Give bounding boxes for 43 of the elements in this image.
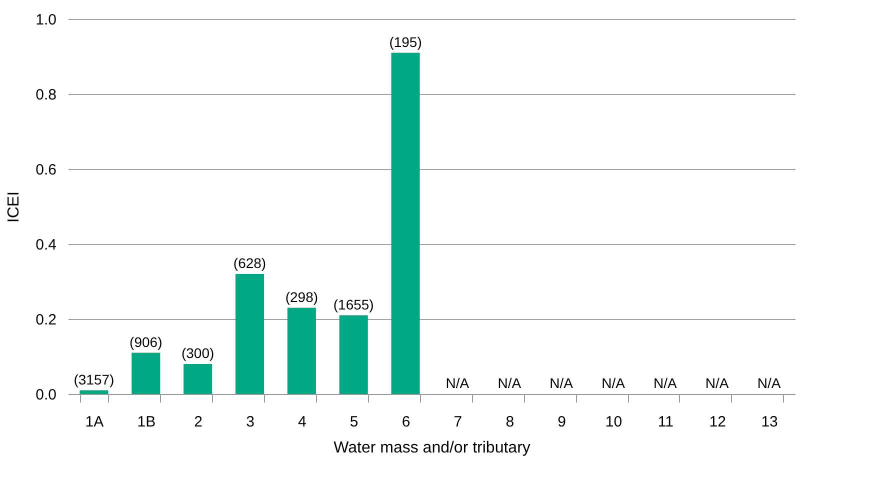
text: N/A	[498, 375, 522, 391]
x-tick-label: 6	[402, 414, 410, 430]
bar	[339, 315, 368, 394]
annotation: (628)	[233, 255, 266, 271]
bar	[80, 390, 108, 394]
text: N/A	[705, 375, 729, 391]
x-tick-label: 1A	[85, 414, 104, 430]
x-tick-label: 1B	[137, 414, 156, 430]
x-tick-label: 10	[605, 414, 622, 430]
y-tick-label: 1.0	[36, 12, 56, 28]
y-tick-label: 0.0	[36, 386, 56, 404]
x-tick-label: 2	[194, 414, 202, 430]
text: N/A	[446, 375, 470, 391]
annotation: (300)	[181, 345, 214, 361]
x-tick-label: 5	[350, 414, 358, 430]
annotation: (906)	[130, 334, 162, 350]
bar	[235, 274, 264, 394]
bar	[287, 308, 316, 394]
x-tick-label: 4	[298, 414, 306, 430]
text: N/A	[757, 375, 781, 391]
x-tick-label: 12	[709, 414, 726, 430]
x-tick-label: 3	[246, 414, 254, 430]
bar	[391, 52, 420, 394]
annotation: (195)	[389, 34, 422, 50]
text: N/A	[602, 375, 625, 391]
y-tick-label: 0.6	[36, 162, 56, 178]
y-tick-label: 0.4	[36, 236, 56, 254]
x-tick-label: 8	[506, 414, 514, 430]
x-tick-label: 7	[454, 414, 462, 430]
bar	[132, 352, 160, 394]
x-tick-label: 11	[658, 414, 674, 430]
text: N/A	[654, 375, 677, 391]
annotation: (3157)	[74, 371, 114, 388]
x-tick-label: 9	[558, 414, 566, 430]
annotation: (298)	[285, 288, 318, 305]
x-tick-label: 13	[761, 414, 778, 430]
x-axis-title: Water mass and/or tributary	[334, 440, 530, 456]
y-tick-label: 0.8	[36, 86, 56, 104]
bar	[184, 364, 212, 394]
text: N/A	[550, 375, 573, 391]
annotation: (1655)	[333, 296, 374, 312]
y-tick-label: 0.2	[36, 312, 56, 328]
y-axis-title: ICEI	[6, 191, 23, 223]
